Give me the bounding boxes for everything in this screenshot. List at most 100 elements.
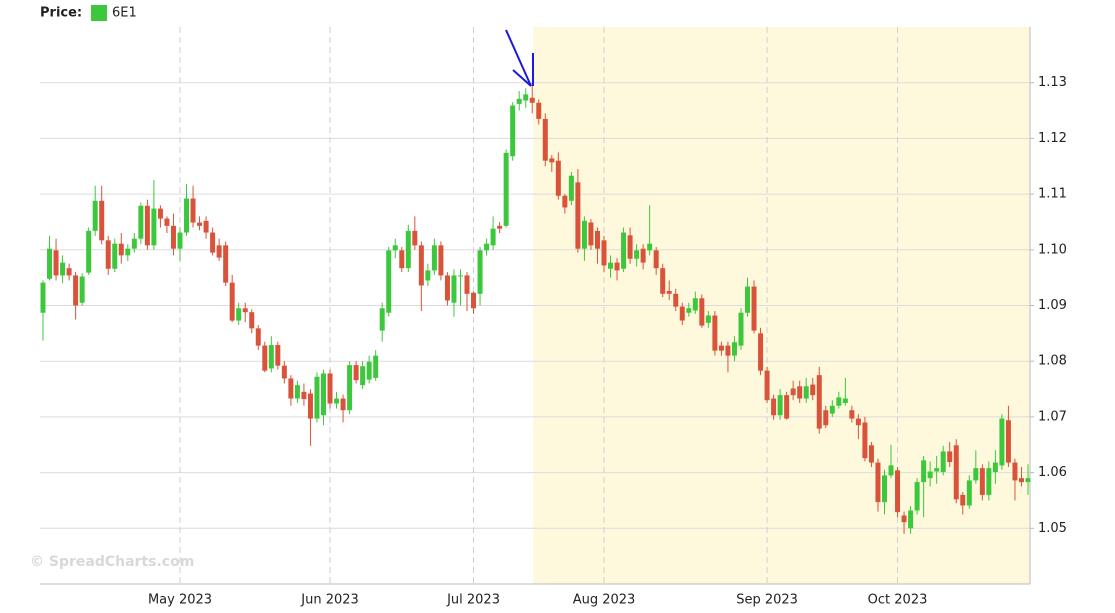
candle-body (999, 418, 1005, 466)
candle-body (164, 218, 170, 226)
candle-body (816, 375, 822, 429)
candle-body (418, 245, 424, 286)
candle-body (399, 250, 405, 269)
candle-body (1018, 478, 1024, 483)
candle-body (705, 315, 711, 323)
candle-body (314, 376, 320, 419)
y-tick-label: 1.05 (1038, 521, 1067, 536)
candle-body (1012, 462, 1018, 481)
y-tick-label: 1.09 (1038, 298, 1067, 313)
candle-body (451, 275, 457, 303)
candle-body (692, 298, 698, 311)
y-tick-label: 1.10 (1038, 242, 1067, 257)
candle-body (197, 222, 203, 226)
candle-body (503, 152, 509, 226)
candle-body (568, 175, 574, 201)
candle-body (281, 365, 287, 379)
candle-body (425, 270, 431, 281)
candle-body (1005, 420, 1011, 463)
x-tick-label: May 2023 (148, 593, 212, 608)
y-tick-label: 1.08 (1038, 354, 1067, 369)
candle-body (444, 275, 450, 301)
candle-body (347, 365, 353, 411)
candle-body (523, 94, 529, 101)
candle-body (262, 345, 268, 371)
candle-body (40, 282, 46, 313)
x-tick-label: Oct 2023 (868, 593, 928, 608)
candle-body (718, 345, 724, 351)
candle-body (855, 418, 861, 426)
candle-body (484, 243, 490, 251)
candle-body (771, 398, 777, 416)
candle-body (836, 397, 842, 406)
candle-body (947, 451, 953, 463)
candle-body (392, 245, 398, 251)
x-tick-label: Sep 2023 (736, 593, 798, 608)
candle-body (679, 306, 685, 321)
labels: Price: 6E1 © SpreadCharts.com 1.05 1.06 1.… (30, 5, 1067, 608)
candle-body (177, 232, 183, 249)
candle-body (105, 240, 111, 269)
candle-body (712, 315, 718, 351)
candle-body (86, 230, 92, 273)
candle-body (940, 451, 946, 473)
candle-body (784, 395, 790, 419)
candle-body (73, 275, 79, 306)
candle-body (327, 373, 333, 404)
candle-body (464, 275, 470, 294)
candle-body (457, 275, 463, 277)
candles (40, 82, 1031, 534)
candle-body (731, 342, 737, 356)
candle-body (471, 292, 477, 309)
candle-body (497, 225, 503, 229)
candle-body (288, 378, 294, 399)
candle-body (953, 445, 959, 500)
candle-body (699, 298, 705, 326)
x-tick-label: Jun 2023 (300, 593, 359, 608)
candle-body (47, 248, 53, 279)
candle-body (608, 262, 614, 269)
arrow-shaft (505, 29, 532, 87)
x-tick-label: Jul 2023 (446, 593, 500, 608)
candle-body (888, 465, 894, 476)
candle-body (640, 248, 646, 263)
candle-body (360, 366, 366, 386)
candle-body (979, 468, 985, 495)
candle-body (562, 195, 568, 208)
candle-body (992, 462, 998, 473)
candle-body (921, 460, 927, 483)
candle-body (934, 468, 940, 472)
candle-body (601, 240, 607, 266)
candle-body (118, 243, 124, 256)
legend-swatch (91, 5, 107, 21)
legend-label: Price: (40, 6, 82, 21)
candle-body (914, 482, 920, 511)
candle-body (862, 422, 868, 459)
candle-body (125, 248, 131, 256)
candle-body (438, 245, 444, 276)
candle-body (673, 293, 679, 307)
candle-body (131, 238, 137, 249)
y-tick-label: 1.13 (1038, 75, 1067, 90)
candle-body (373, 355, 379, 378)
candle-body (738, 312, 744, 346)
x-tick-label: Aug 2023 (573, 593, 636, 608)
candle-body (229, 282, 235, 321)
candle-body (647, 243, 653, 251)
candle-body (386, 250, 392, 313)
candle-body (908, 510, 914, 529)
candle-body (549, 158, 555, 163)
candle-body (751, 286, 757, 331)
candle-body (379, 308, 385, 331)
candle-body (777, 395, 783, 416)
candle-body (490, 228, 496, 246)
candle-body (53, 250, 59, 276)
candle-body (431, 245, 437, 271)
candle-body (653, 250, 659, 269)
candle-body (268, 345, 274, 369)
candle-body (927, 471, 933, 479)
candle-body (412, 230, 418, 246)
candle-body (112, 243, 118, 269)
candle-body (745, 286, 751, 313)
candle-body (510, 105, 516, 157)
